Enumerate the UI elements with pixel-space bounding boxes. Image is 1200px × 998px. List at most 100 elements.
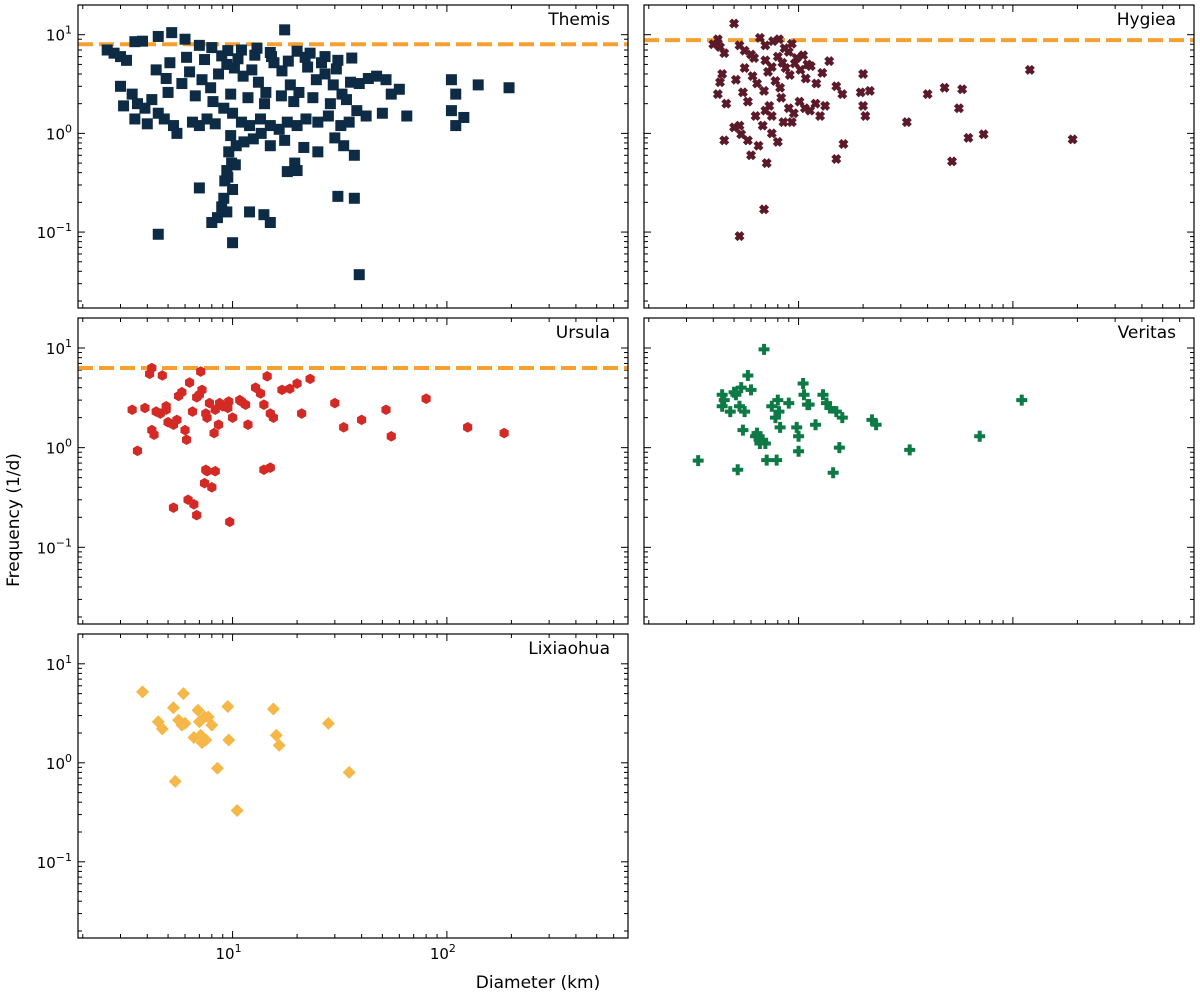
data-point — [201, 113, 213, 125]
data-point — [268, 57, 280, 69]
y-tick-label: 101 — [46, 24, 72, 45]
series-hygiea — [708, 18, 1078, 242]
data-point — [974, 430, 986, 442]
data-point — [692, 455, 704, 467]
data-point — [752, 78, 763, 89]
data-point — [463, 422, 473, 433]
data-point — [458, 111, 470, 123]
data-point — [774, 421, 786, 433]
data-point — [232, 53, 244, 65]
data-point — [800, 73, 811, 84]
data-point — [264, 120, 276, 132]
data-point — [206, 42, 218, 54]
data-point — [730, 389, 742, 401]
data-point — [772, 394, 784, 406]
data-point — [171, 127, 183, 139]
data-point — [211, 212, 223, 224]
panel-ursula: 10−1 100 101 Ursula — [37, 317, 629, 625]
data-point — [284, 79, 296, 91]
data-point — [1024, 64, 1035, 75]
data-point — [221, 58, 233, 70]
data-point — [348, 192, 360, 204]
series-ursula — [127, 362, 509, 528]
data-point — [150, 64, 162, 76]
data-point — [957, 84, 968, 95]
data-point — [827, 467, 839, 479]
data-point — [810, 98, 821, 109]
data-point — [146, 94, 158, 106]
panel-veritas: Veritas — [643, 317, 1195, 625]
panel-hygiea: Hygiea — [643, 4, 1195, 309]
panel-title: Themis — [547, 10, 610, 30]
data-point — [732, 464, 744, 476]
data-point — [866, 414, 878, 426]
data-point — [717, 68, 728, 79]
data-point — [264, 216, 276, 228]
data-point — [739, 406, 751, 418]
data-point — [775, 82, 786, 93]
data-point — [237, 70, 249, 82]
data-point — [178, 716, 192, 730]
data-point — [259, 98, 271, 110]
data-point — [450, 120, 462, 132]
data-point — [238, 136, 250, 148]
y-tick-label: 10−1 — [37, 221, 72, 242]
data-point — [180, 424, 190, 436]
data-point — [252, 76, 264, 88]
data-point — [754, 32, 765, 43]
data-point — [310, 74, 322, 86]
y-tick-label: 10−1 — [37, 536, 72, 557]
data-point — [152, 228, 164, 240]
plot-frame — [643, 4, 1195, 309]
data-point — [229, 159, 241, 171]
data-point — [953, 103, 964, 114]
data-point — [332, 54, 344, 66]
data-point — [784, 70, 795, 81]
data-point — [824, 56, 835, 67]
plot-frame — [77, 317, 629, 625]
data-point — [181, 51, 193, 63]
plot-frame — [643, 317, 1195, 625]
panel-title: Lixiaohua — [528, 639, 610, 659]
data-point — [140, 402, 150, 414]
data-point — [360, 110, 372, 122]
data-point — [791, 421, 803, 433]
data-point — [259, 399, 269, 410]
data-point — [227, 412, 238, 423]
data-point — [223, 146, 235, 158]
data-point — [307, 92, 319, 104]
data-point — [227, 107, 239, 119]
data-point — [176, 78, 188, 90]
data-point — [166, 701, 180, 715]
data-point — [922, 89, 933, 100]
data-point — [733, 400, 745, 412]
data-point — [757, 434, 769, 446]
data-point — [129, 36, 141, 48]
data-point — [222, 45, 234, 57]
data-point — [729, 18, 740, 29]
data-point — [330, 63, 342, 75]
data-point — [186, 116, 198, 128]
data-point — [149, 429, 159, 440]
data-point — [338, 140, 350, 152]
data-point — [131, 98, 143, 110]
data-point — [210, 761, 224, 775]
data-point — [192, 509, 202, 521]
data-point — [343, 116, 355, 128]
data-point — [235, 44, 247, 56]
data-point — [721, 98, 732, 109]
y-axis-label: Frequency (1/d) — [4, 453, 24, 587]
data-point — [260, 86, 272, 98]
data-point — [316, 57, 328, 69]
data-point — [224, 396, 234, 407]
data-point — [302, 61, 314, 73]
data-point — [362, 72, 374, 84]
data-point — [798, 50, 809, 61]
data-point — [793, 430, 805, 442]
data-point — [199, 477, 210, 489]
data-point — [227, 183, 239, 195]
data-point — [783, 397, 795, 409]
data-point — [757, 120, 768, 131]
data-point — [759, 85, 770, 96]
